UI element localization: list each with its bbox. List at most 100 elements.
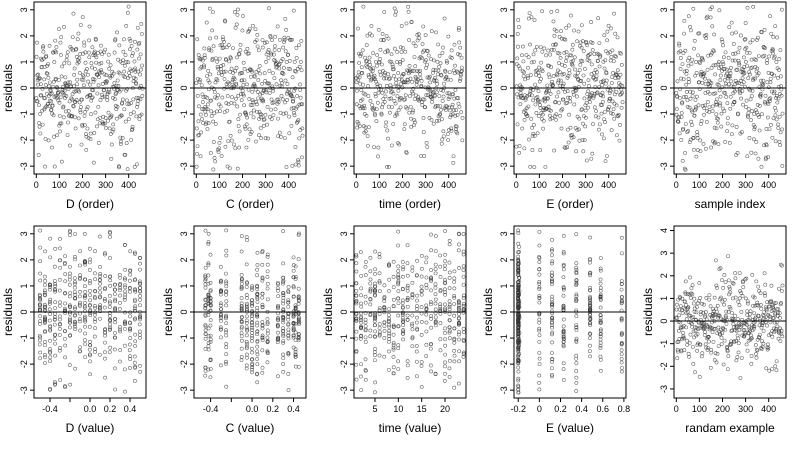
data-point [283, 78, 288, 83]
y-tick-label: 1 [179, 59, 189, 64]
data-point [452, 276, 457, 281]
data-point [401, 46, 405, 51]
data-point [749, 118, 753, 122]
data-point [373, 94, 378, 99]
data-point [595, 70, 599, 75]
data-point [551, 74, 556, 78]
data-point [218, 303, 223, 308]
data-point [410, 344, 415, 349]
data-point [446, 138, 451, 142]
x-tick-label: 0.6 [596, 404, 609, 414]
data-point [741, 71, 746, 76]
data-point [278, 134, 283, 139]
data-point [204, 20, 209, 25]
data-point [286, 317, 291, 322]
data-point [779, 301, 784, 305]
data-point [369, 24, 374, 28]
data-point [295, 66, 300, 71]
data-point [63, 309, 67, 313]
data-point [83, 331, 88, 336]
data-point [457, 321, 461, 325]
data-point [441, 94, 446, 99]
data-point [685, 98, 690, 103]
data-point [438, 321, 443, 325]
data-point [714, 126, 719, 131]
data-point [78, 52, 82, 56]
y-tick-label: -3 [659, 385, 669, 393]
data-point [37, 103, 41, 108]
data-point [400, 85, 405, 90]
data-point [95, 72, 100, 77]
data-point [723, 327, 727, 332]
data-point [227, 59, 232, 64]
data-point [520, 126, 525, 131]
data-point [48, 80, 52, 85]
data-point [616, 112, 621, 117]
data-point [598, 256, 603, 260]
data-point [363, 317, 368, 322]
data-point [281, 291, 286, 295]
data-point [239, 277, 244, 282]
data-point [713, 351, 718, 356]
data-point [746, 301, 750, 306]
data-point [424, 260, 429, 265]
data-point [85, 126, 90, 131]
data-point [619, 332, 624, 336]
data-point [688, 295, 693, 300]
data-point [424, 354, 429, 359]
data-point [382, 99, 387, 104]
data-point [391, 91, 396, 96]
data-point [93, 347, 98, 351]
data-point [377, 280, 382, 285]
data-point [414, 273, 419, 277]
data-point [103, 297, 107, 301]
data-point [564, 50, 569, 54]
data-point [598, 368, 603, 373]
x-axis-label: D (value) [66, 421, 115, 435]
data-point [717, 103, 722, 108]
data-point [99, 68, 104, 73]
data-point [59, 159, 64, 164]
data-point [574, 268, 579, 272]
data-point [76, 88, 81, 93]
data-point [103, 274, 108, 278]
data-point [401, 267, 405, 272]
data-point [224, 253, 229, 258]
data-point [224, 321, 229, 326]
data-point [558, 55, 563, 60]
data-point [440, 45, 445, 50]
data-point [391, 371, 396, 376]
data-point [387, 59, 392, 64]
data-point [37, 292, 42, 297]
data-point [619, 316, 624, 321]
data-point [588, 273, 593, 278]
data-point [422, 48, 426, 53]
data-point [561, 285, 566, 290]
data-point [368, 281, 373, 286]
data-point [43, 293, 47, 298]
data-point [537, 350, 542, 355]
data-point [113, 317, 118, 321]
data-point [745, 348, 750, 353]
data-point [203, 365, 208, 370]
data-point [722, 302, 727, 307]
data-point [567, 112, 571, 117]
data-point [252, 82, 257, 86]
data-point [118, 293, 122, 298]
data-point [561, 264, 566, 268]
data-point [744, 50, 749, 55]
data-point [537, 287, 542, 291]
data-point [83, 110, 87, 114]
data-point [293, 354, 298, 359]
data-point [199, 83, 204, 88]
data-point [402, 122, 407, 127]
data-point [778, 143, 783, 148]
data-point [732, 89, 737, 94]
data-point [46, 75, 51, 80]
data-point [620, 369, 624, 374]
data-point [37, 76, 42, 81]
data-point [228, 133, 233, 138]
data-point [295, 94, 299, 98]
data-point [538, 106, 543, 111]
data-point [419, 360, 424, 364]
